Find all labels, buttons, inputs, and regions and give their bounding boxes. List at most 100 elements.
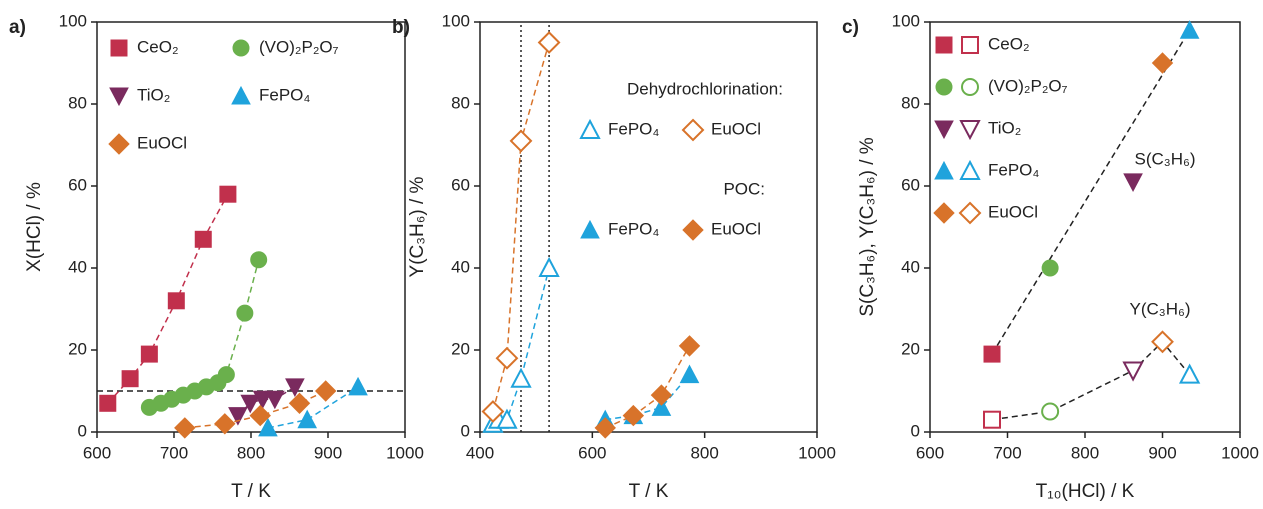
legend-label: EuOCl bbox=[711, 119, 761, 138]
y-tick-label: 0 bbox=[78, 421, 87, 440]
marker bbox=[252, 390, 273, 410]
x-tick-label: 400 bbox=[466, 443, 494, 462]
x-tick-label: 800 bbox=[1071, 443, 1099, 462]
marker bbox=[121, 370, 139, 388]
y-tick-label: 20 bbox=[68, 339, 87, 358]
legend-label: FePO₄ bbox=[608, 219, 659, 238]
marker bbox=[679, 364, 700, 384]
y-tick-label: 80 bbox=[901, 93, 920, 112]
legend-title: POC: bbox=[723, 179, 765, 198]
legend-marker bbox=[934, 160, 954, 180]
x-tick-label: 800 bbox=[237, 443, 265, 462]
fit-line bbox=[605, 374, 691, 421]
marker bbox=[249, 404, 271, 427]
y-tick-label: 100 bbox=[892, 11, 920, 30]
legend-label: TiO₂ bbox=[137, 85, 170, 104]
legend-label: EuOCl bbox=[137, 133, 187, 152]
marker bbox=[481, 400, 505, 423]
y-tick-label: 100 bbox=[59, 11, 87, 30]
x-axis-label: T / K bbox=[231, 481, 271, 502]
y-tick-label: 0 bbox=[911, 421, 920, 440]
plot-frame bbox=[96, 21, 406, 433]
legend-marker bbox=[961, 78, 979, 96]
marker bbox=[174, 417, 196, 439]
y-tick-label: 40 bbox=[68, 257, 87, 276]
annotation: S(C₃H₆) bbox=[1135, 149, 1196, 168]
marker bbox=[1151, 52, 1174, 74]
legend-marker bbox=[231, 85, 251, 105]
marker bbox=[217, 366, 235, 384]
plot-frame bbox=[479, 21, 818, 433]
x-tick-label: 900 bbox=[314, 443, 342, 462]
legend-marker bbox=[681, 118, 705, 142]
marker bbox=[509, 129, 533, 153]
legend-label: FePO₄ bbox=[259, 85, 310, 104]
x-tick-label: 700 bbox=[993, 443, 1021, 462]
marker bbox=[537, 31, 561, 54]
marker bbox=[285, 378, 305, 397]
legend-marker bbox=[934, 120, 954, 140]
legend-marker bbox=[959, 159, 981, 180]
fit-line bbox=[492, 42, 550, 412]
marker bbox=[650, 384, 673, 406]
legend-marker bbox=[959, 120, 981, 141]
x-tick-label: 600 bbox=[83, 443, 111, 462]
y-axis-label: X(HCl) / % bbox=[24, 182, 45, 272]
legend-marker bbox=[682, 219, 704, 241]
marker bbox=[288, 392, 311, 415]
y-tick-label: 80 bbox=[451, 93, 470, 112]
legend-label: (VO)₂P₂O₇ bbox=[259, 37, 339, 56]
legend-marker bbox=[958, 201, 982, 225]
legend-label: EuOCl bbox=[711, 219, 761, 238]
marker bbox=[99, 394, 117, 412]
x-tick-label: 1000 bbox=[386, 443, 424, 462]
marker bbox=[1179, 20, 1200, 39]
marker bbox=[1123, 173, 1143, 192]
y-tick-label: 60 bbox=[68, 175, 87, 194]
marker bbox=[348, 376, 368, 396]
marker bbox=[140, 345, 158, 363]
marker bbox=[314, 380, 337, 402]
legend-title: Dehydrochlorination: bbox=[627, 79, 783, 98]
marker bbox=[194, 230, 212, 248]
x-tick-label: 800 bbox=[690, 443, 718, 462]
marker bbox=[1041, 259, 1059, 277]
marker bbox=[538, 256, 560, 277]
legend-label: CeO₂ bbox=[988, 34, 1030, 53]
legend-marker bbox=[961, 36, 979, 54]
y-axis-label: Y(C₃H₆) / % bbox=[407, 176, 428, 277]
legend-label: TiO₂ bbox=[988, 118, 1021, 137]
legend-marker bbox=[933, 202, 955, 224]
marker bbox=[651, 397, 672, 416]
legend-marker bbox=[935, 78, 953, 96]
y-tick-label: 20 bbox=[451, 339, 470, 358]
x-tick-label: 1000 bbox=[798, 443, 836, 462]
y-tick-label: 0 bbox=[461, 421, 470, 440]
panel-label: b) bbox=[392, 17, 410, 38]
marker bbox=[1178, 363, 1201, 384]
marker bbox=[1122, 361, 1144, 382]
marker bbox=[228, 407, 248, 426]
legend-label: FePO₄ bbox=[608, 119, 659, 138]
legend-marker bbox=[110, 39, 128, 57]
legend-marker bbox=[109, 87, 129, 107]
marker bbox=[214, 413, 236, 435]
x-tick-label: 1000 bbox=[1221, 443, 1259, 462]
marker bbox=[236, 304, 254, 322]
marker bbox=[240, 394, 261, 414]
y-tick-label: 100 bbox=[442, 11, 470, 30]
legend-label: FePO₄ bbox=[988, 160, 1039, 179]
legend-label: (VO)₂P₂O₇ bbox=[988, 76, 1068, 95]
marker bbox=[265, 390, 285, 410]
marker bbox=[1041, 402, 1060, 421]
x-axis-label: T / K bbox=[629, 481, 669, 502]
marker bbox=[983, 345, 1001, 363]
legend-marker bbox=[579, 118, 601, 139]
marker bbox=[258, 417, 278, 437]
legend-marker bbox=[935, 36, 953, 54]
x-axis-label: T₁₀(HCl) / K bbox=[1036, 481, 1135, 502]
marker bbox=[495, 346, 519, 370]
x-tick-label: 700 bbox=[160, 443, 188, 462]
legend-label: CeO₂ bbox=[137, 37, 179, 56]
